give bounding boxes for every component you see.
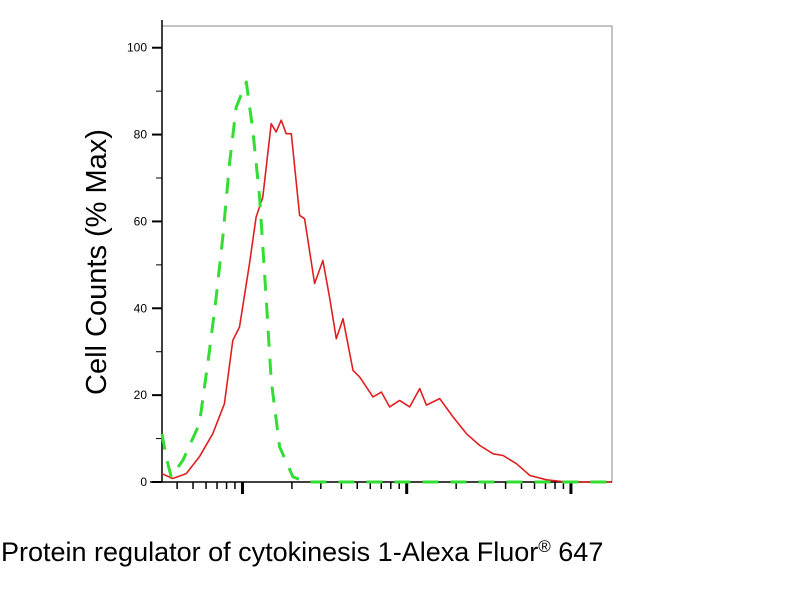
x-axis-label-registered: ® [538,537,551,556]
axes: 0 20 40 60 80 100 [127,20,613,494]
y-tick-label: 0 [140,475,147,489]
y-tick-label: 80 [134,128,148,142]
series-layer [160,80,612,484]
series-line-sample [161,119,612,483]
y-tick-label: 40 [134,301,148,315]
y-tick-label: 60 [134,214,148,228]
x-axis-label: Protein regulator of cytokinesis 1-Alexa… [1,537,603,567]
x-axis-label-main: Protein regulator of cytokinesis 1-Alexa… [1,537,538,567]
y-tick-label: 20 [134,388,148,402]
x-axis-label-suffix: 647 [551,537,604,567]
series-line-control [160,80,612,484]
y-tick-label: 100 [127,41,147,55]
y-axis-label: Cell Counts (% Max) [81,129,113,395]
